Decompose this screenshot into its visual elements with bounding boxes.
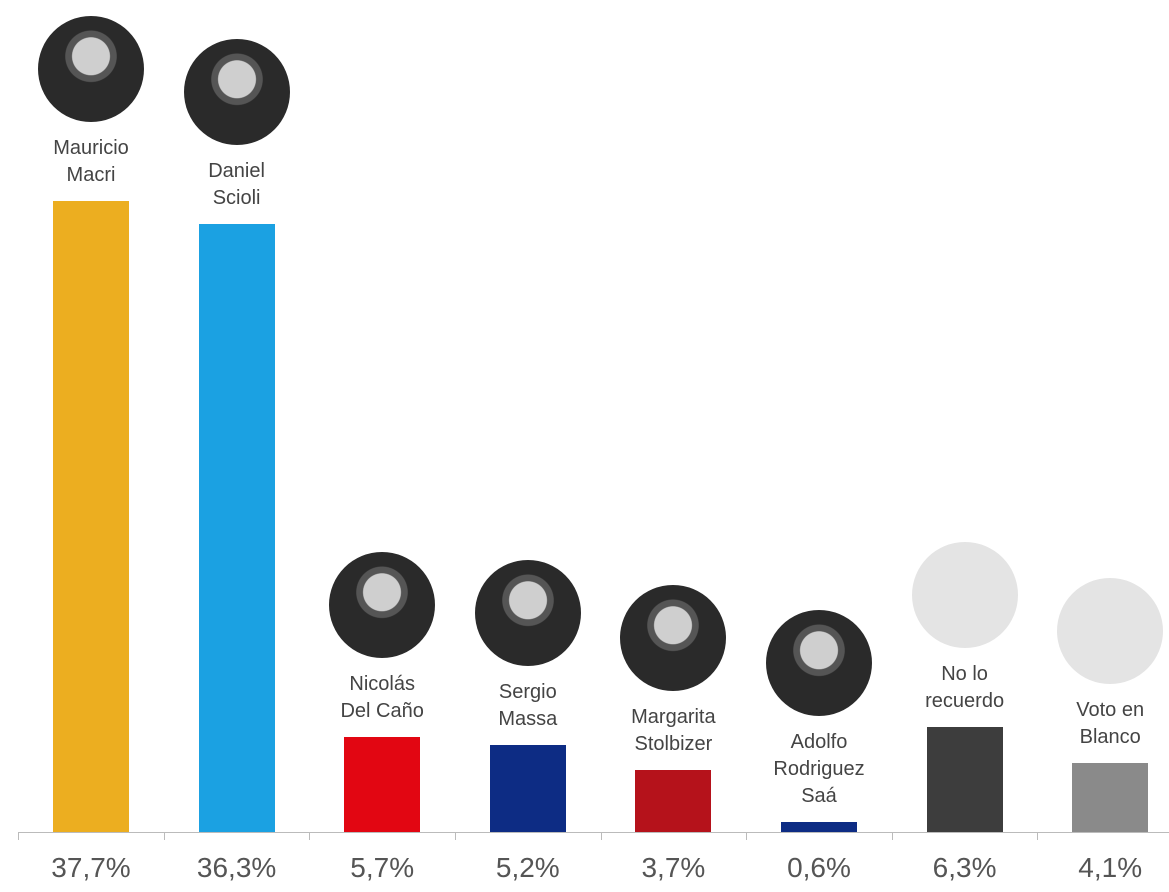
separator	[746, 832, 748, 840]
separator	[309, 832, 311, 840]
photo	[329, 551, 436, 658]
separator	[600, 832, 602, 840]
value-label: 37,7%	[51, 852, 131, 883]
value-label: 6,3%	[932, 852, 997, 883]
separator	[18, 832, 20, 840]
photo	[183, 39, 290, 146]
category-label: Daniel Scioli	[208, 160, 265, 210]
bar	[926, 726, 1003, 832]
photo	[38, 16, 144, 122]
bar	[489, 744, 566, 832]
category-label: Voto en Blanco	[1076, 699, 1145, 749]
icon	[911, 541, 1018, 648]
value-label: 3,7%	[641, 852, 706, 883]
photo	[474, 559, 581, 666]
icon	[1057, 578, 1164, 685]
value-label: 36,3%	[196, 852, 277, 883]
separator	[163, 832, 165, 840]
value-label: 0,6%	[787, 852, 851, 883]
bar	[635, 770, 712, 832]
category-label: No lo recuerdo	[925, 662, 1005, 712]
category-label: Margarita Stolbizer	[631, 706, 716, 756]
value-label: 4,1%	[1078, 852, 1143, 883]
baseline	[18, 832, 1169, 833]
value-label: 5,2%	[495, 852, 560, 883]
category-label: Adolfo Rodriguez Saá	[773, 730, 865, 807]
bar	[53, 201, 129, 832]
value-label: 5,7%	[350, 852, 415, 883]
category-label: Sergio Massa	[498, 680, 558, 730]
bar	[1072, 763, 1149, 832]
bar	[198, 224, 275, 832]
separator	[1037, 832, 1039, 840]
category-label: Mauricio Macri	[53, 137, 129, 186]
photo	[620, 585, 727, 692]
category-label: Nicolás Del Caño	[340, 672, 424, 722]
separator	[891, 832, 893, 840]
separator	[455, 832, 456, 840]
bar	[781, 821, 857, 832]
photo	[766, 609, 872, 716]
bar	[344, 736, 421, 832]
